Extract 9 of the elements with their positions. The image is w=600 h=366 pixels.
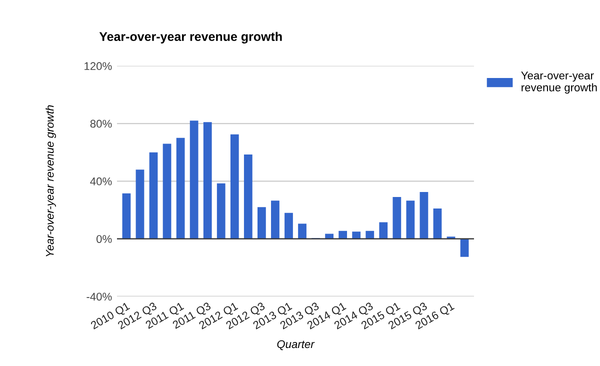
y-tick-label: 40% [90, 177, 112, 186]
y-tick-label: 120% [84, 62, 112, 70]
y-tick-label: 0% [96, 235, 112, 243]
y-tick-label: 80% [90, 120, 112, 128]
y-tick-label: -40% [86, 292, 112, 301]
x-axis-title: Quarter [277, 340, 315, 350]
y-axis-title: Year-over-year revenue growth [46, 105, 56, 256]
legend-label: Year-over-year revenue growth [521, 72, 597, 94]
chart-title: Year-over-year revenue growth [99, 32, 282, 44]
